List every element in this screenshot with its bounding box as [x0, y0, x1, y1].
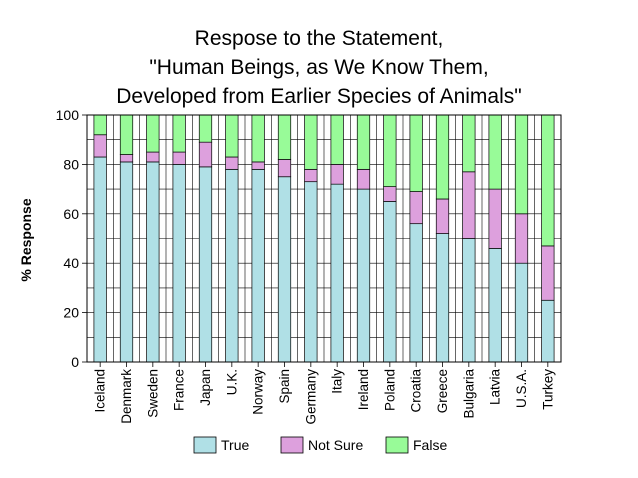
- bar-segment-not-sure: [304, 168, 318, 183]
- bar-segment-true: [330, 183, 344, 363]
- bar-segment-true: [304, 181, 318, 363]
- x-tick-label: Iceland: [93, 369, 108, 413]
- bar-segment-not-sure: [277, 159, 292, 178]
- bar-segment-true: [251, 168, 265, 363]
- bar-segment-true: [541, 299, 555, 363]
- bar-segment-false: [277, 114, 292, 160]
- bar-segment-not-sure: [541, 245, 555, 301]
- bar-segment-true: [383, 201, 397, 363]
- bar-segment-not-sure: [488, 188, 502, 249]
- bar-segment-false: [251, 114, 265, 163]
- y-tick-label: 80: [63, 156, 79, 172]
- x-tick-label: Ireland: [356, 369, 371, 410]
- bar-segment-true: [435, 233, 450, 363]
- bar-segment-not-sure: [225, 156, 239, 170]
- x-tick-label: Norway: [251, 369, 266, 415]
- x-tick-label: Spain: [277, 369, 292, 404]
- bar-segment-true: [146, 161, 160, 363]
- bar-segment-not-sure: [330, 164, 344, 185]
- x-tick-label: Sweden: [145, 369, 160, 418]
- y-tick-label: 40: [63, 255, 79, 271]
- chart-title-line-1: Respose to the Statement,: [194, 27, 444, 50]
- bar-segment-false: [198, 114, 213, 143]
- bar-segment-not-sure: [251, 161, 265, 170]
- y-tick-label: 100: [56, 107, 80, 123]
- bar-segment-false: [435, 114, 450, 200]
- bar-segment-false: [383, 114, 397, 187]
- bar-segment-not-sure: [93, 134, 107, 158]
- bar-segment-false: [119, 114, 134, 155]
- x-tick-label: France: [172, 369, 187, 411]
- plot-border: [86, 114, 562, 363]
- bar-segment-true: [93, 156, 107, 363]
- bar-segment-not-sure: [146, 151, 160, 163]
- bar-segment-not-sure: [119, 154, 134, 163]
- bar-segment-not-sure: [462, 171, 476, 239]
- bar-segment-true: [172, 164, 186, 363]
- bar-segment-not-sure: [383, 186, 397, 202]
- legend-swatch-true: [193, 436, 217, 454]
- bar-segment-true: [277, 176, 292, 363]
- bar-segment-true: [225, 168, 239, 363]
- bar-segment-false: [356, 114, 371, 170]
- legend: True Not Sure False: [193, 436, 447, 454]
- plot-frame: [86, 114, 562, 363]
- chart-title-line-3: Developed from Earlier Species of Animal…: [116, 85, 522, 108]
- bar-segment-true: [462, 238, 476, 363]
- bar-segment-false: [172, 114, 186, 153]
- bar-segment-not-sure: [514, 213, 529, 264]
- legend-label: True: [221, 437, 249, 453]
- x-tick-label: U.K.: [224, 369, 239, 395]
- bar-segment-true: [119, 161, 134, 363]
- x-tick-label: Japan: [198, 369, 213, 406]
- y-tick-label: 60: [63, 206, 79, 222]
- bar-segment-true: [409, 223, 423, 363]
- y-axis-ticks: 0 20 40 60 80 100: [56, 107, 87, 370]
- bar-segment-true: [198, 166, 213, 363]
- legend-label: Not Sure: [308, 437, 363, 453]
- bar-segment-not-sure: [409, 191, 423, 225]
- x-tick-label: Denmark: [119, 369, 134, 424]
- x-tick-label: Croatia: [409, 369, 424, 413]
- bar-segment-false: [304, 114, 318, 170]
- y-tick-label: 0: [71, 354, 79, 370]
- gridlines: [87, 115, 561, 362]
- x-tick-label: Germany: [303, 369, 318, 425]
- bar-segment-true: [514, 262, 529, 363]
- x-tick-label: Bulgaria: [461, 369, 476, 419]
- x-axis-ticks: Iceland Denmark Sweden France Japan U.K. Norwa…: [93, 362, 555, 425]
- bar-segment-false: [514, 114, 529, 215]
- bar-segment-true: [356, 188, 371, 363]
- bar-segment-not-sure: [172, 151, 186, 165]
- legend-swatch-false: [385, 436, 409, 454]
- legend-swatch-not-sure: [280, 436, 304, 454]
- legend-label: False: [413, 437, 447, 453]
- bar-segment-false: [409, 114, 423, 192]
- bar-segment-true: [488, 248, 502, 363]
- bar-segment-false: [225, 114, 239, 158]
- x-tick-label: Italy: [330, 369, 345, 394]
- x-tick-label: Poland: [382, 369, 397, 411]
- x-tick-label: Turkey: [540, 369, 555, 410]
- chart-title-line-2: "Human Beings, as We Know Them,: [149, 56, 489, 79]
- bar-segment-false: [146, 114, 160, 153]
- bar-segment-false: [93, 114, 107, 136]
- bar-segment-false: [488, 114, 502, 190]
- x-tick-label: U.S.A.: [514, 369, 529, 408]
- bar-segment-false: [462, 114, 476, 173]
- bar-segment-not-sure: [356, 168, 371, 190]
- bar-segment-not-sure: [435, 198, 450, 234]
- bar-segment-false: [330, 114, 344, 165]
- x-tick-label: Latvia: [488, 369, 503, 406]
- x-tick-label: Greece: [435, 369, 450, 413]
- bar-segment-false: [541, 114, 555, 247]
- bar-segment-not-sure: [198, 141, 213, 168]
- y-tick-label: 20: [63, 305, 79, 321]
